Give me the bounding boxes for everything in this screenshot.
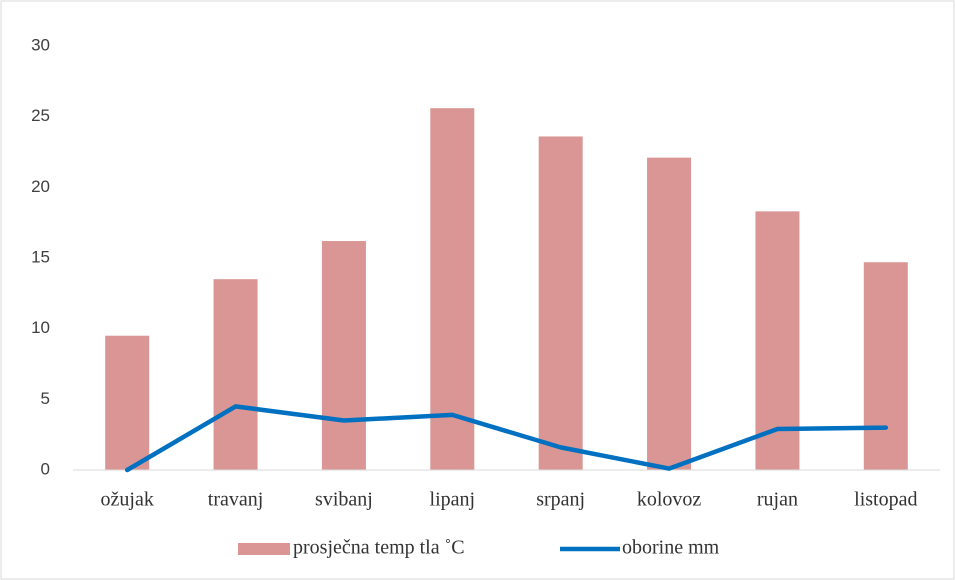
x-tick-label: listopad bbox=[854, 489, 917, 511]
bar bbox=[213, 279, 258, 470]
x-tick-label: rujan bbox=[757, 489, 798, 511]
y-tick-label: 30 bbox=[31, 35, 50, 54]
x-tick-label: svibanj bbox=[315, 489, 373, 511]
x-tick-label: srpanj bbox=[536, 489, 585, 511]
y-tick-label: 25 bbox=[31, 106, 50, 125]
x-tick-label: lipanj bbox=[430, 489, 476, 511]
bar bbox=[538, 136, 583, 470]
bar bbox=[321, 241, 366, 470]
y-tick-label: 0 bbox=[41, 459, 50, 478]
y-tick-label: 15 bbox=[31, 247, 50, 266]
x-tick-label: ožujak bbox=[101, 489, 154, 511]
y-tick-label: 20 bbox=[31, 177, 50, 196]
x-tick-label: travanj bbox=[208, 489, 264, 511]
bar bbox=[430, 108, 475, 470]
bar bbox=[105, 335, 150, 470]
bar bbox=[647, 157, 692, 471]
legend-label: oborine mm bbox=[622, 537, 720, 559]
legend-swatch bbox=[238, 543, 290, 555]
bar bbox=[863, 262, 908, 470]
y-tick-label: 5 bbox=[41, 389, 50, 408]
x-tick-label: kolovoz bbox=[637, 489, 702, 511]
y-tick-label: 10 bbox=[31, 318, 50, 337]
line bbox=[124, 404, 889, 473]
legend-label: prosječna temp tla ˚C bbox=[293, 537, 465, 559]
